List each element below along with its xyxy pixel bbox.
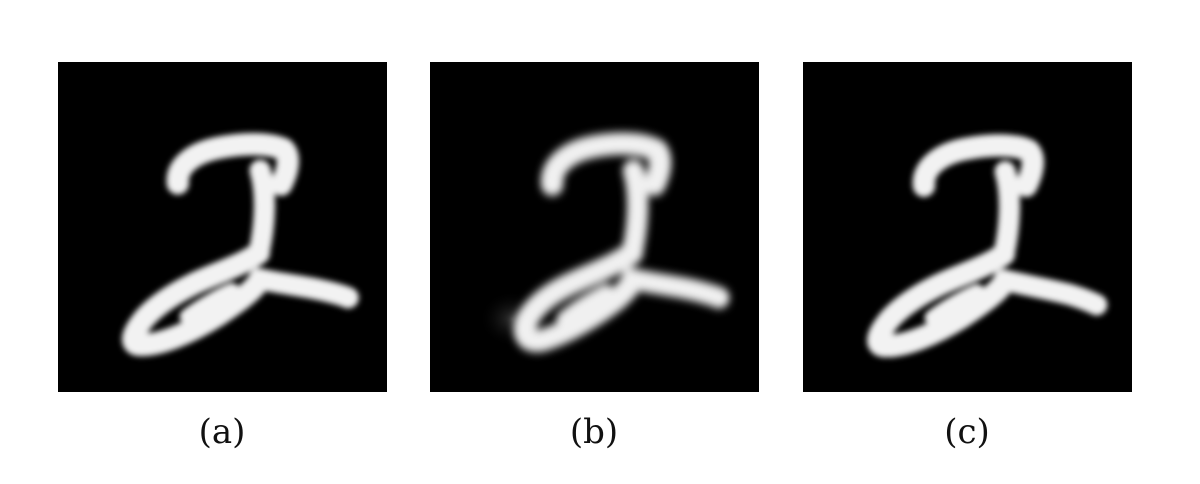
digit-two-glyph [479, 132, 730, 353]
digit-two-glyph [867, 134, 1108, 358]
digit-image-c [803, 62, 1132, 392]
digit-image-a [58, 62, 387, 392]
caption-c: (c) [944, 412, 990, 452]
digit-image-b [430, 62, 759, 392]
caption-a: (a) [198, 412, 246, 452]
digit-two-glyph [122, 133, 359, 357]
caption-b: (b) [569, 412, 619, 452]
